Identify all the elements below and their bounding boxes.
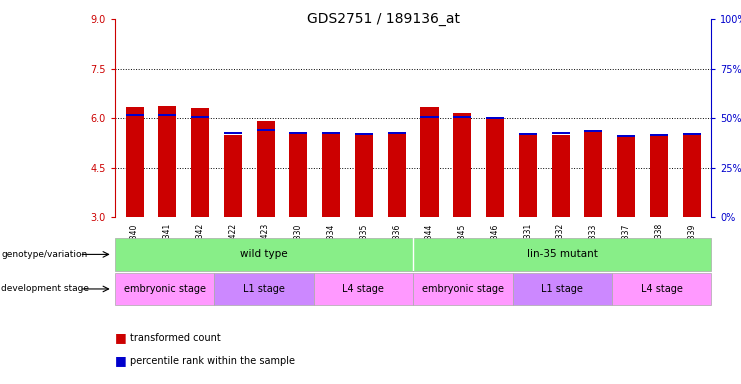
Bar <box>125 114 144 116</box>
Bar <box>214 273 313 305</box>
Bar <box>585 132 602 217</box>
Bar <box>388 134 406 217</box>
Bar <box>682 133 701 135</box>
Bar <box>650 134 668 136</box>
Text: L1 stage: L1 stage <box>541 284 583 294</box>
Bar <box>650 136 668 217</box>
Text: percentile rank within the sample: percentile rank within the sample <box>130 356 295 366</box>
Bar <box>420 106 439 217</box>
Bar <box>125 106 144 217</box>
Bar <box>513 273 612 305</box>
Bar <box>453 113 471 217</box>
Bar <box>256 121 275 217</box>
Bar <box>224 132 242 134</box>
Bar <box>290 134 308 217</box>
Bar <box>355 133 373 135</box>
Bar <box>551 134 570 217</box>
Text: L4 stage: L4 stage <box>641 284 682 294</box>
Text: transformed count: transformed count <box>130 333 220 343</box>
Bar <box>453 116 471 118</box>
Bar <box>256 129 275 131</box>
Bar <box>519 135 536 217</box>
Bar <box>322 134 340 217</box>
Text: lin-35 mutant: lin-35 mutant <box>527 249 598 260</box>
Bar <box>224 134 242 217</box>
Bar <box>313 273 413 305</box>
Text: embryonic stage: embryonic stage <box>124 284 205 294</box>
Bar <box>617 137 635 217</box>
Bar <box>420 116 439 118</box>
Bar <box>388 132 406 134</box>
Bar <box>290 132 308 134</box>
Text: genotype/variation: genotype/variation <box>1 250 87 259</box>
Text: L1 stage: L1 stage <box>243 284 285 294</box>
Text: GDS2751 / 189136_at: GDS2751 / 189136_at <box>307 12 459 25</box>
Bar <box>413 273 513 305</box>
Bar <box>159 106 176 217</box>
Text: wild type: wild type <box>240 249 288 260</box>
Bar <box>413 238 711 271</box>
Bar <box>682 134 701 217</box>
Bar <box>612 273 711 305</box>
Bar <box>486 119 504 217</box>
Bar <box>486 118 504 119</box>
Text: L4 stage: L4 stage <box>342 284 385 294</box>
Bar <box>115 238 413 271</box>
Text: ■: ■ <box>115 331 127 344</box>
Bar <box>191 108 209 217</box>
Bar <box>551 132 570 134</box>
Bar <box>322 132 340 134</box>
Bar <box>115 273 214 305</box>
Bar <box>617 135 635 137</box>
Bar <box>519 133 536 135</box>
Bar <box>191 116 209 118</box>
Bar <box>159 114 176 116</box>
Text: embryonic stage: embryonic stage <box>422 284 504 294</box>
Text: ■: ■ <box>115 354 127 367</box>
Text: development stage: development stage <box>1 285 90 293</box>
Bar <box>355 135 373 217</box>
Bar <box>585 130 602 132</box>
